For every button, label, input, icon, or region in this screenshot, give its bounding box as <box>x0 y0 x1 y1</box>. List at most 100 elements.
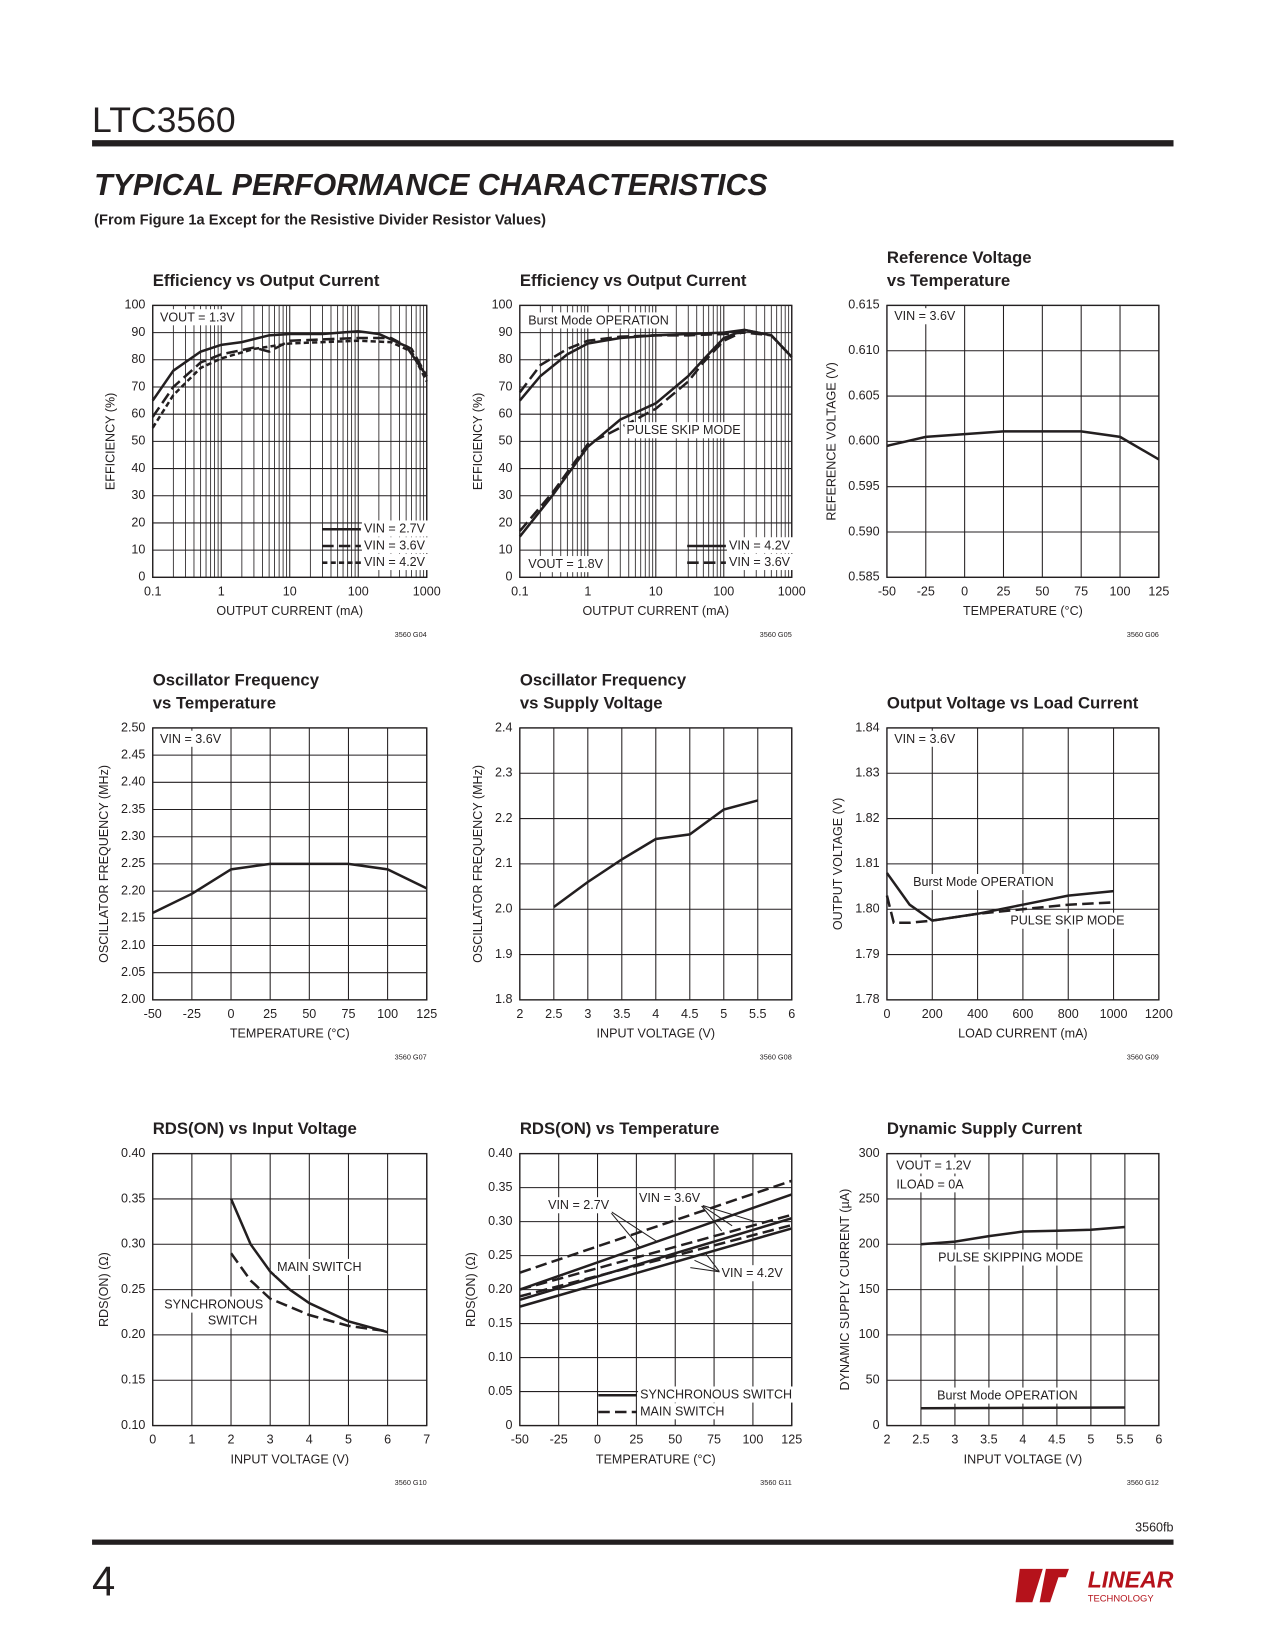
curve <box>518 330 745 532</box>
annotation: VIN = 3.6V <box>894 732 956 746</box>
label-background <box>726 553 793 571</box>
y-tick-label: 70 <box>131 379 145 393</box>
y-tick-label: 50 <box>499 434 513 448</box>
y-axis-label: OSCILLATOR FREQUENCY (MHz) <box>471 765 485 963</box>
logo-subtext: TECHNOLOGY <box>1088 1593 1155 1604</box>
y-tick-label: 0.35 <box>121 1191 145 1205</box>
annotation: Burst Mode OPERATION <box>528 313 669 327</box>
x-tick-label: 800 <box>1058 1007 1079 1021</box>
y-tick-label: 2.25 <box>121 856 145 870</box>
pointer-line <box>690 1267 720 1273</box>
y-tick-label: 50 <box>866 1373 880 1387</box>
annotation: ILOAD = 0A <box>896 1177 964 1191</box>
x-tick-label: 3 <box>267 1433 274 1447</box>
y-tick-label: 0.30 <box>488 1214 512 1228</box>
curve <box>553 799 759 909</box>
figure-id: 3560 G12 <box>1127 1478 1159 1487</box>
label-background <box>526 556 606 573</box>
pointer-line <box>608 1209 658 1242</box>
x-tick-label: -50 <box>511 1433 529 1447</box>
y-tick-label: 0 <box>506 1418 513 1432</box>
x-tick-label: 125 <box>416 1007 437 1021</box>
x-tick-label: 100 <box>713 584 734 598</box>
y-tick-label: 0.40 <box>488 1146 512 1160</box>
x-tick-label: 75 <box>341 1007 355 1021</box>
y-tick-label: 100 <box>492 298 513 312</box>
x-tick-label: 0 <box>594 1433 601 1447</box>
y-tick-label: 2.30 <box>121 829 145 843</box>
label-background <box>545 1197 612 1214</box>
y-tick-label: 0.25 <box>488 1248 512 1262</box>
y-axis-label: REFERENCE VOLTAGE (V) <box>824 362 838 520</box>
x-tick-label: -50 <box>878 584 896 598</box>
y-axis-label: EFFICIENCY (%) <box>471 393 485 490</box>
chart-title: vs Temperature <box>153 693 276 712</box>
x-tick-label: 5 <box>720 1007 727 1021</box>
y-tick-label: 80 <box>131 352 145 366</box>
y-tick-label: 0.600 <box>848 434 879 448</box>
legend-label: VIN = 3.6V <box>364 538 426 552</box>
y-tick-label: 1.80 <box>855 902 879 916</box>
curve <box>519 1227 793 1308</box>
y-tick-label: 0.15 <box>121 1373 145 1387</box>
y-tick-label: 2.0 <box>495 902 512 916</box>
x-tick-label: 50 <box>1035 584 1049 598</box>
page-number: 4 <box>92 1558 115 1605</box>
y-tick-label: 2.05 <box>121 965 145 979</box>
x-axis-label: LOAD CURRENT (mA) <box>958 1027 1087 1041</box>
chart-title: Efficiency vs Output Current <box>153 271 380 290</box>
legend-label: MAIN SWITCH <box>640 1404 724 1418</box>
chart-title: Oscillator Frequency <box>520 670 687 689</box>
annotation: SWITCH <box>208 1313 257 1327</box>
x-axis-label: INPUT VOLTAGE (V) <box>964 1452 1083 1466</box>
y-tick-label: 0.10 <box>121 1418 145 1432</box>
y-tick-label: 0.25 <box>121 1282 145 1296</box>
x-tick-label: 1000 <box>413 584 441 598</box>
figure-id: 3560 G11 <box>760 1478 792 1487</box>
x-tick-label: 5.5 <box>749 1007 766 1021</box>
x-tick-label: 2 <box>883 1433 890 1447</box>
y-tick-label: 1.84 <box>855 720 879 734</box>
label-background <box>205 1312 260 1329</box>
x-tick-label: 0.1 <box>511 584 528 598</box>
y-tick-label: 60 <box>499 406 513 420</box>
plot-frame <box>886 1152 1160 1427</box>
label-background <box>157 730 224 747</box>
x-tick-label: 4 <box>652 1007 659 1021</box>
y-tick-label: 0 <box>506 570 513 584</box>
pointer-line <box>705 1253 721 1273</box>
label-background <box>911 873 1056 891</box>
x-tick-label: 50 <box>668 1433 682 1447</box>
x-tick-label: 50 <box>302 1007 316 1021</box>
x-tick-label: 3 <box>951 1433 958 1447</box>
legend-label: SYNCHRONOUS SWITCH <box>640 1388 792 1402</box>
y-tick-label: 1.9 <box>495 947 512 961</box>
section-title: TYPICAL PERFORMANCE CHARACTERISTICS <box>94 169 767 202</box>
legend-label: VIN = 2.7V <box>364 522 426 536</box>
label-background <box>892 308 959 325</box>
curve <box>151 339 428 429</box>
curve <box>920 1225 1125 1246</box>
y-tick-label: 90 <box>499 325 513 339</box>
annotation: VIN = 2.7V <box>548 1198 610 1212</box>
y-tick-label: 40 <box>499 461 513 475</box>
y-axis-label: OSCILLATOR FREQUENCY (MHz) <box>97 765 111 963</box>
x-tick-label: 100 <box>348 584 369 598</box>
plot-frame <box>886 727 1160 1001</box>
x-tick-label: -50 <box>144 1007 162 1021</box>
plot-frame <box>519 727 793 1001</box>
x-tick-label: 25 <box>997 584 1011 598</box>
x-tick-label: 1 <box>584 584 591 598</box>
x-tick-label: 6 <box>1155 1433 1162 1447</box>
logo-text: LINEAR <box>1088 1566 1174 1592</box>
x-tick-label: 5.5 <box>1116 1433 1133 1447</box>
annotation: VIN = 3.6V <box>160 732 222 746</box>
chart-title: Dynamic Supply Current <box>887 1119 1083 1138</box>
x-tick-label: 4.5 <box>1048 1433 1065 1447</box>
x-axis-label: INPUT VOLTAGE (V) <box>597 1027 716 1041</box>
pointer-line <box>700 1204 723 1232</box>
x-tick-label: 1000 <box>778 584 806 598</box>
y-tick-label: 30 <box>131 488 145 502</box>
plot-frame <box>152 304 428 579</box>
